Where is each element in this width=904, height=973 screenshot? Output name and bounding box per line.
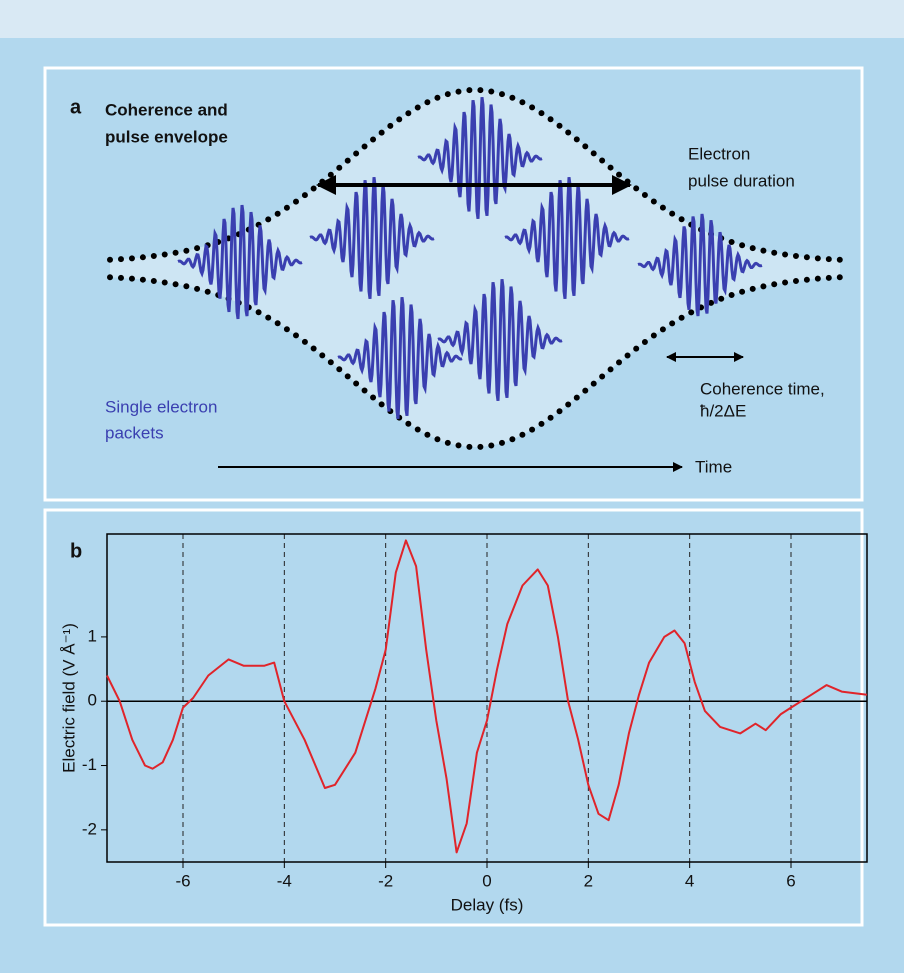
x-tick-label: 6 [786, 871, 795, 890]
top-strip [0, 0, 904, 38]
electron-packet [309, 177, 435, 299]
y-tick-label: -1 [82, 755, 97, 774]
envelope-fill [110, 90, 840, 447]
envelope [107, 86, 843, 451]
panel-label: a [70, 96, 82, 118]
time-label: Time [695, 457, 732, 476]
y-tick-label: -2 [82, 819, 97, 838]
x-tick-label: 2 [584, 871, 593, 890]
packets-label: Single electron [105, 397, 217, 416]
title-line: pulse envelope [105, 127, 228, 146]
packets [177, 97, 763, 419]
panel-a-frame [43, 66, 864, 502]
electron-packet [637, 213, 763, 317]
coherence-label: ħ/2ΔE [700, 401, 746, 420]
coherence-label: Coherence time, [700, 379, 825, 398]
x-tick-label: 4 [685, 871, 694, 890]
y-tick-label: 1 [88, 626, 97, 645]
electron-packet [504, 177, 630, 299]
plot: -6 -4 -2 0 2 4 6 -2 -1 0 1 [82, 533, 868, 890]
panel-label: b [70, 540, 82, 562]
title-line: Coherence and [105, 100, 228, 119]
duration-label: pulse duration [688, 171, 795, 190]
x-tick-label: 0 [482, 871, 491, 890]
panel-b-frame [43, 508, 864, 927]
x-axis-label: Delay (fs) [451, 895, 524, 914]
duration-label: Electron [688, 144, 750, 163]
packets-label: packets [105, 423, 164, 442]
x-tick-label: -4 [277, 871, 292, 890]
electron-packet [177, 204, 303, 320]
electron-packet [417, 97, 543, 219]
x-tick-label: -2 [378, 871, 393, 890]
data-line [106, 539, 868, 854]
electron-packet [437, 279, 563, 401]
y-tick-label: 0 [88, 691, 97, 710]
electron-packet [337, 297, 463, 419]
x-tick-label: -6 [175, 871, 190, 890]
y-axis-label: Electric field (V Å⁻¹) [59, 623, 78, 773]
plot-frame [106, 533, 868, 863]
